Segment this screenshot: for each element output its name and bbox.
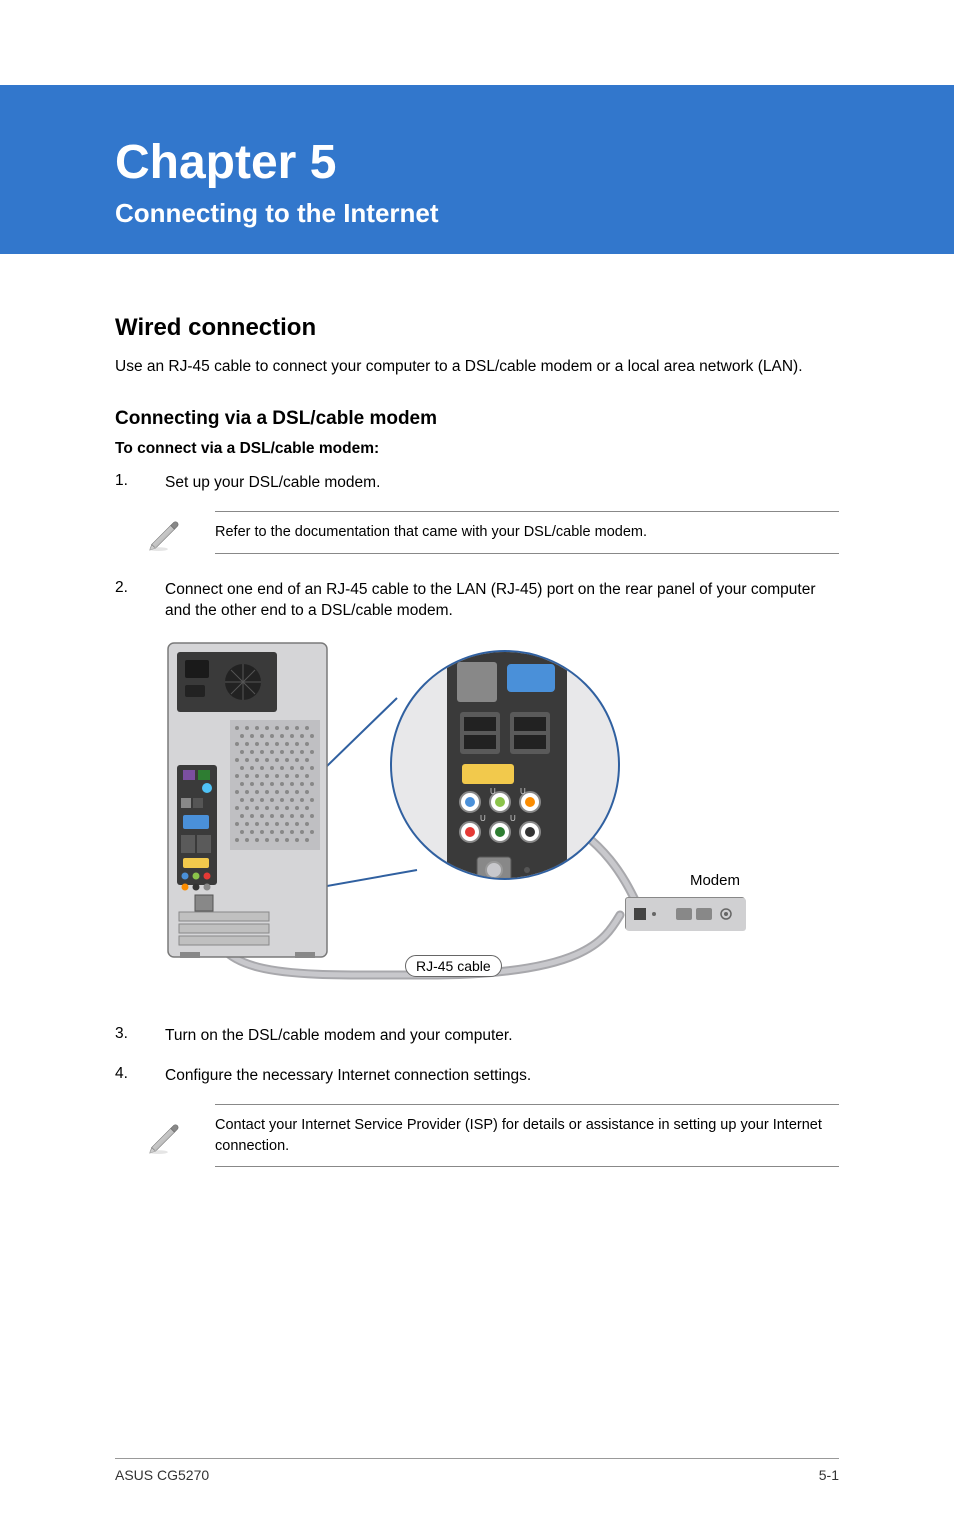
step-text: Connect one end of an RJ-45 cable to the…	[165, 579, 839, 622]
step-number: 2.	[115, 579, 165, 622]
page-content: Wired connection Use an RJ-45 cable to c…	[0, 254, 954, 1167]
svg-text:U: U	[490, 787, 496, 796]
svg-text:U: U	[480, 814, 486, 823]
subsection-heading: Connecting via a DSL/cable modem	[115, 408, 839, 430]
section-intro: Use an RJ-45 cable to connect your compu…	[115, 356, 839, 378]
note-text-wrap: Contact your Internet Service Provider (…	[215, 1104, 839, 1167]
step-number: 1.	[115, 472, 165, 494]
subsection-intro: To connect via a DSL/cable modem:	[115, 440, 839, 458]
note-text: Refer to the documentation that came wit…	[215, 522, 839, 542]
cable-label: RJ-45 cable	[405, 955, 502, 977]
pc-tower-illustration	[165, 640, 330, 960]
step-item: 1. Set up your DSL/cable modem.	[115, 472, 839, 494]
zoom-inset: U U U U	[390, 650, 620, 880]
pencil-icon	[115, 514, 215, 552]
chapter-subtitle: Connecting to the Internet	[115, 198, 954, 229]
modem-label: Modem	[690, 872, 740, 889]
note-block: Refer to the documentation that came wit…	[115, 511, 839, 553]
section-heading: Wired connection	[115, 314, 839, 342]
svg-text:U: U	[520, 787, 526, 796]
chapter-header: Chapter 5 Connecting to the Internet	[0, 85, 954, 254]
footer-right: 5-1	[819, 1467, 839, 1483]
step-text: Set up your DSL/cable modem.	[165, 472, 380, 494]
step-item: 2. Connect one end of an RJ-45 cable to …	[115, 579, 839, 622]
step-text: Configure the necessary Internet connect…	[165, 1065, 531, 1087]
step-number: 4.	[115, 1065, 165, 1087]
step-item: 3. Turn on the DSL/cable modem and your …	[115, 1025, 839, 1047]
step-text: Turn on the DSL/cable modem and your com…	[165, 1025, 513, 1047]
connection-diagram: U U U U Modem RJ-45 cable	[165, 640, 745, 1000]
note-block: Contact your Internet Service Provider (…	[115, 1104, 839, 1167]
footer-left: ASUS CG5270	[115, 1467, 209, 1483]
step-item: 4. Configure the necessary Internet conn…	[115, 1065, 839, 1087]
svg-text:U: U	[510, 814, 516, 823]
note-text-wrap: Refer to the documentation that came wit…	[215, 511, 839, 553]
pencil-icon	[115, 1117, 215, 1155]
chapter-title: Chapter 5	[115, 135, 954, 190]
step-number: 3.	[115, 1025, 165, 1047]
note-text: Contact your Internet Service Provider (…	[215, 1115, 839, 1156]
page-footer: ASUS CG5270 5-1	[115, 1458, 839, 1483]
modem-illustration	[625, 897, 745, 930]
